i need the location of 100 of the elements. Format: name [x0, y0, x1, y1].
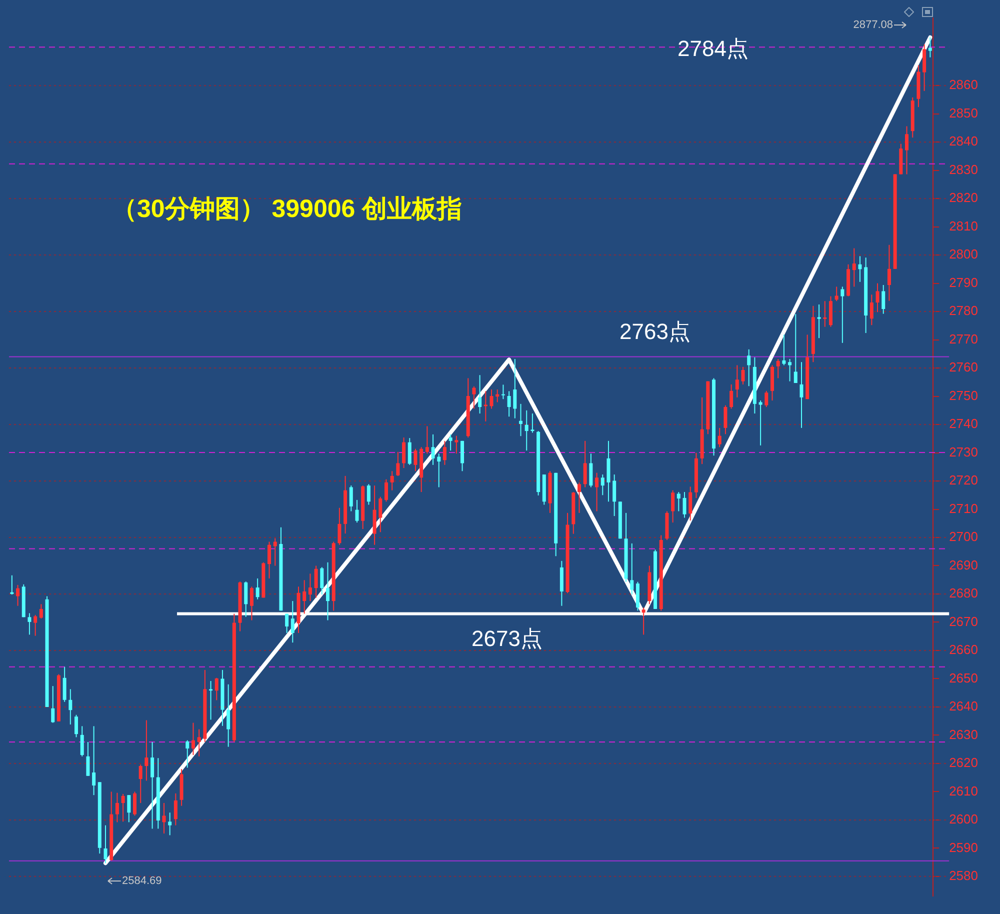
candlestick: [268, 541, 272, 579]
candlestick: [396, 451, 400, 476]
candlestick: [764, 390, 768, 408]
candlestick: [308, 573, 312, 602]
candlestick: [250, 586, 254, 621]
candlestick: [191, 722, 195, 756]
candlestick: [16, 584, 20, 606]
y-tick-label: 2670: [949, 614, 978, 629]
candlestick: [92, 726, 96, 796]
text: （30分钟图） 399006 创业板指: [112, 194, 462, 223]
y-tick-label: 2830: [949, 162, 978, 177]
candlestick: [448, 434, 452, 452]
candlestick: [174, 792, 178, 826]
annotation: 2877.08: [853, 19, 893, 32]
candlestick: [876, 282, 880, 313]
candlestick: [384, 478, 388, 502]
y-tick-label: 2770: [949, 331, 978, 346]
candlestick: [51, 686, 55, 724]
y-tick-label: 2800: [949, 246, 978, 262]
candlestick: [630, 542, 634, 596]
y-tick-label: 2720: [949, 472, 978, 488]
candlestick: [209, 680, 213, 720]
candlestick: [577, 482, 581, 514]
annotation: 2763点: [620, 319, 690, 344]
candlestick: [127, 794, 131, 823]
candlestick: [676, 492, 680, 512]
y-tick-label: 2740: [949, 416, 978, 432]
candlestick: [718, 427, 722, 448]
candlestick: [724, 404, 728, 435]
candlestick: [326, 562, 330, 621]
candlestick: [39, 604, 43, 620]
candlestick: [887, 244, 891, 302]
candlestick: [788, 358, 792, 382]
candlestick: [776, 358, 780, 379]
candlestick: [882, 284, 886, 314]
candlestick: [922, 44, 926, 92]
candlestick: [62, 666, 66, 702]
ref-line-label: 2673点: [472, 626, 542, 651]
candlestick: [431, 434, 435, 466]
annotation: 2584.69: [122, 875, 162, 888]
candlestick: [490, 388, 494, 410]
y-tick-label: 2640: [949, 698, 978, 714]
candlestick: [290, 600, 294, 644]
y-tick-label: 2790: [949, 274, 978, 290]
y-tick-label: 2690: [949, 557, 978, 572]
y-tick-label: 2760: [949, 360, 978, 375]
candlestick: [905, 126, 909, 175]
y-tick-label: 2580: [949, 868, 978, 884]
candlestick: [472, 386, 476, 410]
candlestick: [314, 565, 318, 598]
candlestick: [800, 362, 804, 428]
y-tick-label: 2810: [949, 218, 978, 234]
candlestick: [437, 453, 441, 488]
candlestick: [682, 492, 686, 518]
candlestick: [513, 358, 517, 419]
candlestick: [612, 474, 616, 517]
y-tick-label: 2650: [949, 670, 978, 686]
candlestick: [870, 294, 874, 326]
candlestick: [366, 484, 370, 506]
candlestick: [80, 726, 84, 757]
y-tick-label: 2860: [949, 77, 978, 92]
y-tick-label: 2730: [949, 444, 978, 460]
candlestick: [273, 538, 277, 566]
candlestick: [460, 440, 464, 472]
y-tick-label: 2620: [949, 755, 978, 770]
candlestick: [115, 792, 119, 823]
candlestick: [186, 740, 190, 768]
y-tick-label: 2630: [949, 726, 978, 742]
candlestick: [501, 384, 505, 400]
y-tick-label: 2820: [949, 190, 978, 206]
y-tick-label: 2840: [949, 134, 978, 149]
candlestick: [285, 613, 289, 634]
y-tick-label: 2850: [949, 105, 978, 120]
candlestick: [320, 566, 324, 596]
candlestick: [688, 486, 692, 522]
candlestick: [507, 390, 511, 418]
candlestick: [390, 470, 394, 491]
y-tick-label: 2710: [949, 500, 978, 516]
candlestick: [162, 802, 166, 834]
y-tick-label: 2610: [949, 783, 978, 798]
candlestick: [442, 440, 446, 466]
y-tick-label: 2700: [949, 529, 978, 544]
candlestick: [86, 741, 90, 776]
candlestick: [583, 440, 587, 488]
candlestick: [138, 764, 142, 804]
candlestick: [414, 448, 418, 472]
candlestick: [817, 304, 821, 339]
candlestick: [478, 374, 482, 414]
candlestick: [600, 474, 604, 496]
y-tick-label: 2780: [949, 303, 978, 318]
candlestick: [378, 496, 382, 533]
candlestick: [730, 384, 734, 410]
candlestick: [168, 812, 172, 836]
candlestick: [823, 300, 827, 328]
candlestick: [530, 413, 534, 434]
candlestick: [735, 364, 739, 398]
candlestick: [782, 334, 786, 366]
candlestick: [484, 390, 488, 422]
candlestick: [589, 453, 593, 488]
candlestick: [595, 472, 599, 512]
